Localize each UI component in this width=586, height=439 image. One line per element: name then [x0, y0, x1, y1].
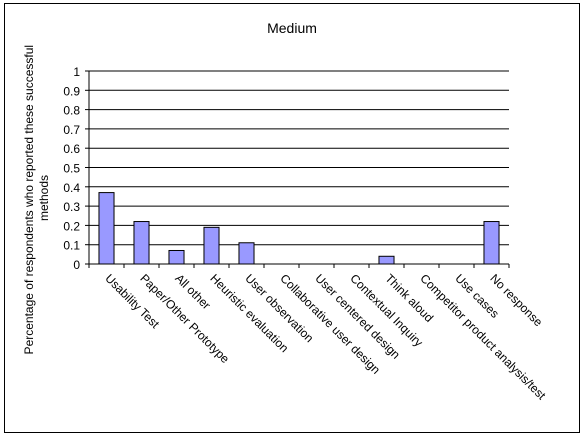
- y-tick-label: 0.6: [63, 142, 80, 156]
- y-tick-label: 0.3: [63, 200, 80, 214]
- bar: [483, 221, 500, 265]
- bar: [168, 249, 185, 265]
- y-tick-label: 0.2: [63, 219, 80, 233]
- bar: [98, 192, 115, 265]
- y-tick-label: 0.4: [63, 181, 80, 195]
- bar: [133, 221, 150, 265]
- y-axis-label-line-2: methods: [37, 175, 51, 221]
- y-tick-label: 0.7: [63, 123, 80, 137]
- y-tick-label: 0: [73, 258, 80, 272]
- y-tick-label: 0.8: [63, 104, 80, 118]
- bar: [238, 242, 255, 265]
- y-tick-label: 0.5: [63, 162, 80, 176]
- y-tick-label: 0.1: [63, 239, 80, 253]
- y-axis-label-line-1: Percentage of respondents who reported t…: [22, 45, 36, 355]
- x-tick-label: No response: [487, 271, 545, 329]
- bar: [378, 255, 395, 265]
- bar: [203, 226, 220, 265]
- axes: [85, 70, 510, 268]
- y-tick-label: 0.9: [63, 84, 80, 98]
- chart-title: Medium: [267, 20, 317, 36]
- bars: [98, 192, 500, 265]
- y-axis-label: Percentage of respondents who reported t…: [22, 42, 51, 355]
- y-tick-labels: 0 0.1 0.2 0.3 0.4 0.5 0.6 0.7 0.8 0.9 1: [63, 65, 80, 272]
- gridlines: [89, 70, 509, 246]
- y-tick-label: 1: [73, 65, 80, 79]
